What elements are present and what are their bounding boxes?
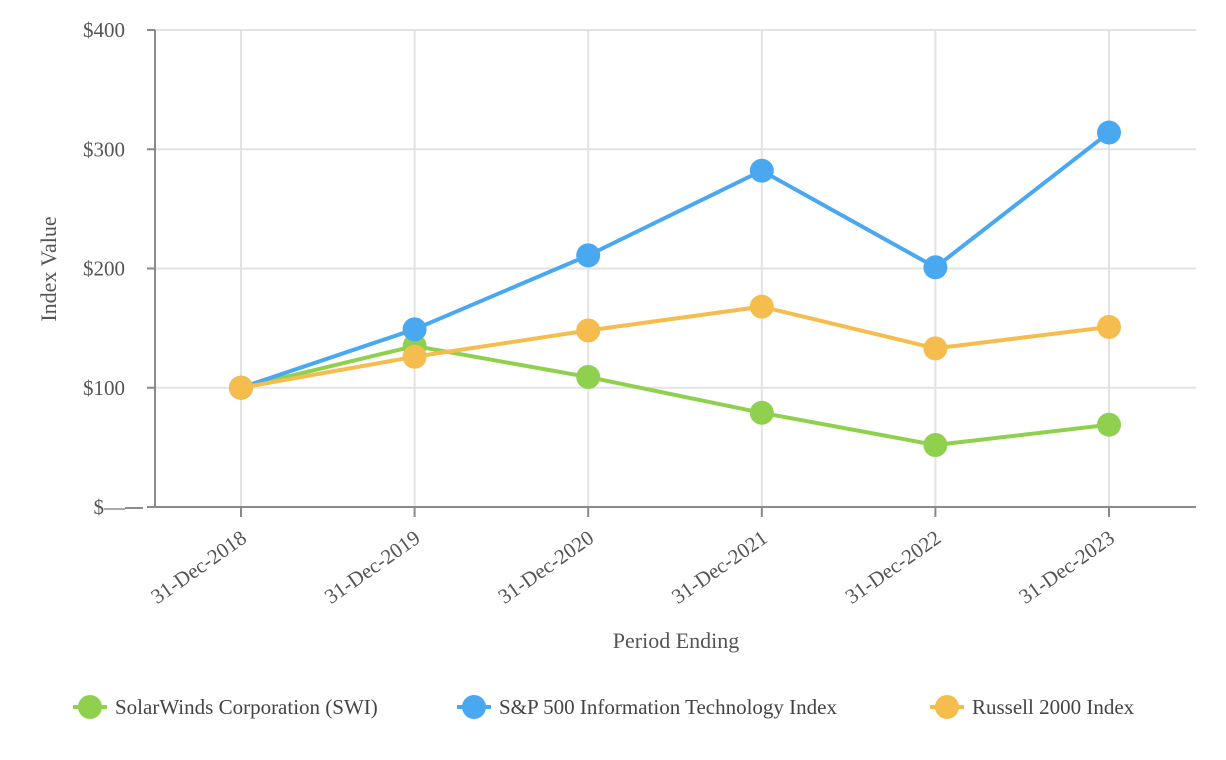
data-point-russell2000[interactable] [923, 336, 948, 361]
data-point-russell2000[interactable] [1097, 314, 1121, 339]
legend-item-russell2000[interactable]: Russell 2000 Index [930, 695, 1135, 719]
data-point-sp500it[interactable] [402, 317, 427, 342]
data-point-swi[interactable] [749, 400, 774, 425]
data-point-sp500it[interactable] [749, 158, 774, 183]
series-swi [229, 334, 1121, 457]
x-axis-ticks: 31-Dec-2018 31-Dec-2019 31-Dec-2020 31-Dec-… [146, 507, 1119, 609]
x-tick-label: 31-Dec-2021 [667, 525, 772, 608]
data-point-swi[interactable] [576, 365, 601, 390]
data-point-sp500it[interactable] [576, 243, 601, 268]
x-axis-title: Period Ending [613, 628, 740, 653]
x-tick-label: 31-Dec-2018 [146, 525, 251, 608]
x-tick-label: 31-Dec-2023 [1014, 525, 1119, 608]
data-point-russell2000[interactable] [749, 294, 774, 319]
x-tick-label: 31-Dec-2022 [841, 525, 946, 608]
series-line-russell2000 [240, 304, 1110, 390]
legend-item-swi[interactable]: SolarWinds Corporation (SWI) [73, 695, 378, 719]
legend-label-russell2000: Russell 2000 Index [972, 695, 1135, 719]
data-point-russell2000[interactable] [402, 344, 427, 369]
grid [155, 29, 1196, 507]
series-line-swi [240, 344, 1110, 447]
y-tick-label: $100 [83, 376, 125, 400]
y-tick-label: $— [94, 495, 127, 519]
x-tick-label: 31-Dec-2019 [320, 525, 425, 608]
data-point-swi[interactable] [923, 432, 948, 457]
x-tick-label: 31-Dec-2020 [494, 525, 599, 608]
legend-marker-russell2000 [935, 695, 959, 719]
y-axis-title: Index Value [36, 216, 61, 321]
legend-item-sp500it[interactable]: S&P 500 Information Technology Index [457, 695, 837, 719]
data-point-sp500it[interactable] [923, 255, 948, 280]
series-line-sp500it [240, 130, 1111, 390]
legend-label-sp500it: S&P 500 Information Technology Index [499, 695, 837, 719]
data-point-swi[interactable] [1097, 412, 1121, 437]
series-layer [229, 120, 1121, 457]
data-point-sp500it[interactable] [1097, 120, 1121, 145]
y-tick-label: $200 [83, 257, 125, 281]
legend: SolarWinds Corporation (SWI) S&P 500 Info… [73, 695, 1135, 719]
y-tick-label: $300 [83, 137, 125, 161]
y-axis-ticks: $— $100 $200 $300 $400 [83, 18, 155, 519]
data-point-russell2000[interactable] [229, 375, 253, 400]
legend-label-swi: SolarWinds Corporation (SWI) [115, 695, 378, 719]
series-russell2000 [229, 294, 1121, 400]
legend-marker-swi [78, 695, 102, 719]
data-point-russell2000[interactable] [576, 318, 601, 343]
y-tick-label: $400 [83, 18, 125, 42]
legend-marker-sp500it [462, 695, 486, 719]
